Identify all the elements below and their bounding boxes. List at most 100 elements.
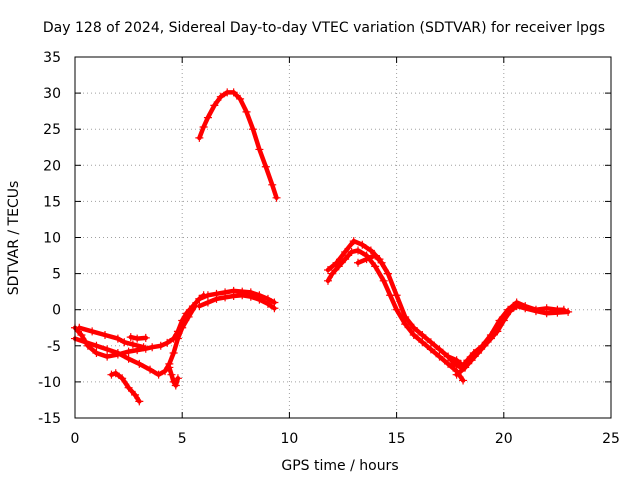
series-band: [72, 303, 198, 377]
x-tick-label: 20: [495, 431, 513, 447]
data-point: [261, 162, 270, 171]
data-point: [486, 330, 495, 339]
data-point: [323, 265, 332, 274]
data-point: [341, 255, 350, 264]
data-point: [459, 376, 468, 385]
y-tick-label: -10: [38, 375, 61, 391]
data-point: [203, 291, 212, 300]
data-point: [173, 334, 182, 343]
data-point: [216, 92, 225, 101]
data-point: [371, 262, 380, 271]
data-point: [236, 94, 245, 103]
series-track-h: [195, 286, 279, 307]
data-point: [221, 293, 230, 302]
data-point: [124, 347, 133, 356]
data-point: [379, 276, 388, 285]
axis-ticks: 0 5 10 15 20 25 -15 -10 -5 0 5 10 15 20 25 30 35: [38, 50, 620, 447]
data-point: [135, 359, 144, 368]
data-point: [210, 101, 219, 110]
data-point: [242, 107, 251, 116]
data-point: [238, 291, 247, 300]
data-point: [426, 345, 435, 354]
data-point: [156, 341, 165, 350]
data-point: [169, 349, 178, 358]
data-point: [146, 365, 155, 374]
series-track-d: [107, 369, 144, 406]
y-tick-label: 5: [52, 267, 61, 283]
data-point: [341, 247, 350, 256]
data-point: [107, 370, 116, 379]
data-point: [456, 363, 465, 372]
data-point: [135, 397, 144, 406]
series-track-n: [444, 298, 568, 372]
data-point: [512, 298, 521, 307]
data-point: [163, 338, 172, 347]
data-point: [366, 246, 375, 255]
x-tick-label: 15: [388, 431, 406, 447]
y-axis-label: SDTVAR / TECUs: [6, 181, 22, 296]
data-point: [559, 305, 568, 314]
y-tick-label: -15: [38, 411, 61, 427]
data-point: [229, 291, 238, 300]
data-point: [101, 330, 110, 339]
data-point: [203, 298, 212, 307]
x-tick-label: 25: [602, 431, 620, 447]
data-point: [171, 381, 180, 390]
series-track-j: [323, 246, 468, 385]
data-point: [165, 363, 174, 372]
data-point: [504, 305, 513, 314]
series-band: [197, 90, 279, 201]
data-point: [371, 251, 380, 260]
data-point: [495, 316, 504, 325]
data-points: [71, 88, 573, 406]
series-track-b: [71, 302, 200, 379]
data-point: [435, 352, 444, 361]
data-point: [139, 343, 148, 352]
data-point: [120, 338, 129, 347]
data-point: [212, 294, 221, 303]
data-point: [354, 246, 363, 255]
data-point: [435, 345, 444, 354]
y-tick-label: 10: [43, 231, 61, 247]
series-track-e: [165, 363, 182, 390]
y-tick-label: 25: [43, 122, 61, 138]
data-point: [272, 193, 281, 202]
data-point: [124, 383, 133, 392]
data-point: [401, 312, 410, 321]
data-point: [88, 327, 97, 336]
data-point: [203, 113, 212, 122]
data-point: [409, 330, 418, 339]
series-track-i: [195, 291, 279, 313]
data-point: [358, 240, 367, 249]
series-band: [197, 288, 277, 305]
data-point: [362, 255, 371, 264]
series-track-g: [195, 88, 281, 202]
data-point: [148, 343, 157, 352]
data-point: [444, 352, 453, 361]
data-point: [103, 345, 112, 354]
data-point: [255, 295, 264, 304]
y-tick-label: -5: [47, 339, 61, 355]
data-point: [384, 269, 393, 278]
y-tick-label: 0: [52, 303, 61, 319]
data-point: [161, 367, 170, 376]
x-tick-label: 10: [280, 431, 298, 447]
chart-title: Day 128 of 2024, Sidereal Day-to-day VTE…: [43, 20, 605, 36]
data-point: [178, 323, 187, 332]
data-point: [111, 369, 120, 378]
grid: [75, 57, 611, 418]
data-point: [195, 133, 204, 142]
data-point: [118, 374, 127, 383]
data-point: [392, 305, 401, 314]
data-point: [246, 292, 255, 301]
x-tick-label: 5: [178, 431, 187, 447]
data-point: [195, 294, 204, 303]
data-point: [270, 304, 279, 313]
data-point: [255, 145, 264, 154]
data-point: [126, 333, 135, 342]
series-band: [197, 293, 277, 311]
data-point: [92, 341, 101, 350]
data-point: [418, 330, 427, 339]
series-band: [454, 303, 571, 377]
